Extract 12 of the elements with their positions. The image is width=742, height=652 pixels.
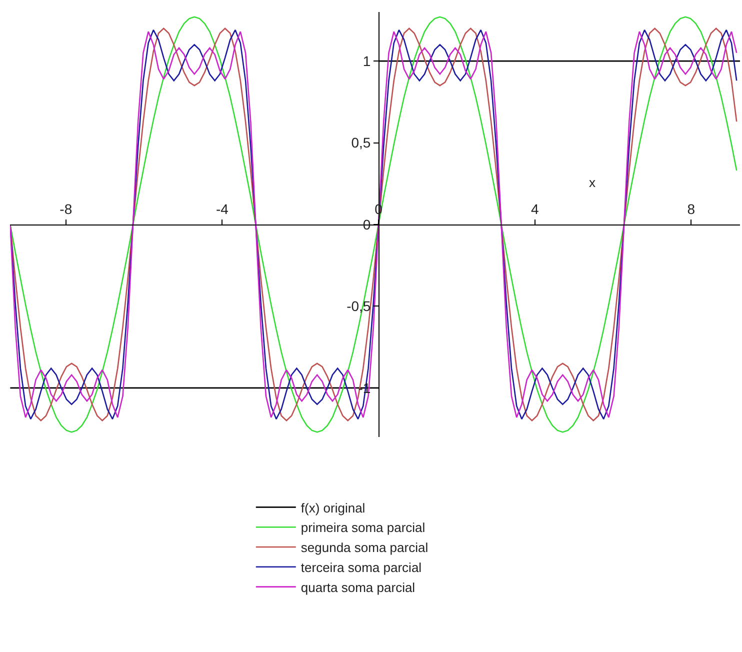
x-tick-label: -8 (60, 200, 72, 217)
x-tick-label: 8 (687, 200, 696, 217)
legend-label: segunda soma parcial (300, 540, 428, 556)
x-tick-label: 4 (530, 200, 539, 217)
y-tick-label: 1 (362, 52, 371, 69)
x-axis-title: x (589, 175, 596, 190)
legend-label: f(x) original (300, 500, 366, 516)
y-tick-label: 0,5 (351, 134, 371, 151)
legend-label: terceira soma parcial (300, 560, 422, 575)
legend-label: quarta soma parcial (300, 580, 416, 595)
x-tick-label: -4 (216, 200, 229, 217)
legend-label: primeira soma parcial (300, 520, 426, 536)
